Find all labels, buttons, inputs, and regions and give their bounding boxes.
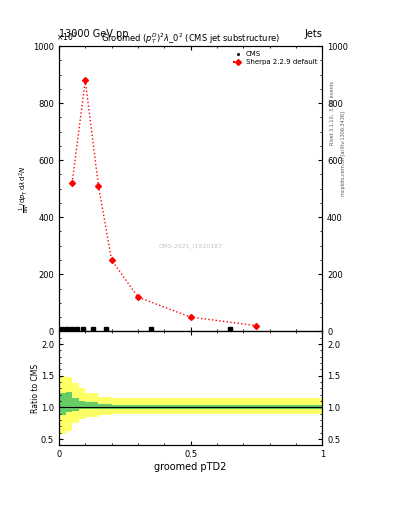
Text: $\times10^3$: $\times10^3$ — [56, 31, 77, 43]
X-axis label: groomed pTD2: groomed pTD2 — [154, 462, 227, 472]
Legend: CMS, Sherpa 2.2.9 default: CMS, Sherpa 2.2.9 default — [231, 50, 319, 67]
Text: CMS-2021_I1920187: CMS-2021_I1920187 — [158, 243, 223, 249]
Title: Groomed $(p_T^D)^2\lambda\_0^2$ (CMS jet substructure): Groomed $(p_T^D)^2\lambda\_0^2$ (CMS jet… — [101, 31, 280, 46]
Text: Rivet 3.1.10,  3.3M events: Rivet 3.1.10, 3.3M events — [330, 80, 334, 145]
Y-axis label: $\frac{1}{\mathrm{d}N} / \mathrm{d}p_T\,\mathrm{d}\lambda\,\mathrm{d}^2N$: $\frac{1}{\mathrm{d}N} / \mathrm{d}p_T\,… — [18, 165, 32, 212]
Y-axis label: Ratio to CMS: Ratio to CMS — [31, 364, 40, 413]
Text: mcplots.cern.ch [arXiv:1306.3436]: mcplots.cern.ch [arXiv:1306.3436] — [342, 111, 346, 196]
Text: 13000 GeV pp: 13000 GeV pp — [59, 29, 129, 39]
Text: Jets: Jets — [305, 29, 322, 39]
